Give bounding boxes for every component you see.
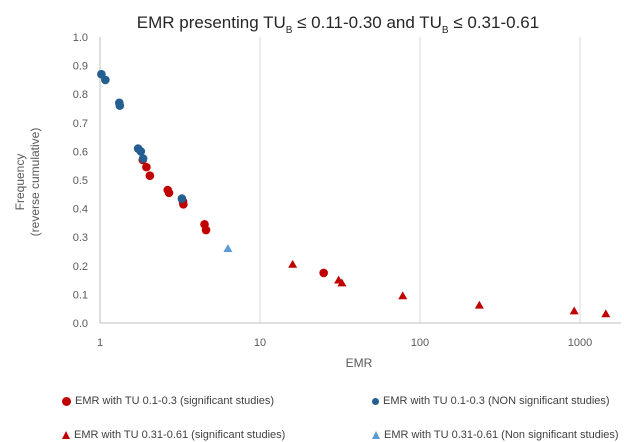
legend-item-red-circle: EMR with TU 0.1-0.3 (significant studies… — [62, 395, 274, 407]
legend-item-blue-triangle: EMR with TU 0.31-0.61 (Non significant s… — [372, 429, 624, 441]
legend-label: EMR with TU 0.31-0.61 (significant studi… — [74, 429, 286, 441]
x-tick-labels: 1 10 100 1000 — [97, 337, 592, 349]
series-2-point — [337, 278, 347, 287]
series-3-point — [223, 244, 233, 253]
x-axis-title: EMR — [346, 356, 373, 370]
legend-label: EMR with TU 0.31-0.61 (Non significant s… — [384, 429, 619, 441]
series-0-point — [142, 162, 151, 172]
x-tick-label: 1000 — [568, 337, 592, 349]
series-2-point — [569, 306, 579, 315]
legend-label: EMR with TU 0.1-0.3 (NON significant stu… — [383, 395, 610, 407]
y-tick-label: 0.6 — [73, 146, 88, 158]
y-tick-label: 0.2 — [73, 261, 88, 273]
x-tick-label: 1 — [97, 337, 103, 349]
x-tick-label: 10 — [254, 337, 266, 349]
gridlines — [259, 37, 581, 323]
series-1-point — [115, 101, 125, 110]
y-tick-label: 0.7 — [73, 118, 88, 130]
series-1-point — [101, 75, 110, 85]
chart-title: EMR presenting TUB ≤ 0.11-0.30 and TUB ≤… — [137, 13, 539, 36]
series-0-point — [164, 188, 174, 198]
legend-label: EMR with TU 0.1-0.3 (significant studies… — [75, 395, 275, 407]
legend-item-red-triangle: EMR with TU 0.31-0.61 (significant studi… — [62, 429, 285, 441]
series-2-point — [288, 259, 298, 268]
series-2-point — [474, 300, 484, 309]
series-0-point — [145, 171, 155, 181]
series-0-point — [201, 225, 211, 235]
series-2-point — [601, 309, 611, 318]
y-tick-label: 0.9 — [73, 61, 88, 73]
legend-item-blue-circle: EMR with TU 0.1-0.3 (NON significant stu… — [372, 395, 624, 407]
y-tick-label: 0.8 — [73, 89, 88, 101]
series-0-point — [319, 268, 328, 278]
axes — [99, 37, 621, 324]
series-1-point — [138, 154, 148, 163]
y-tick-labels: 0.0 0.1 0.2 0.3 0.4 0.5 0.6 0.7 0.8 0.9 1.0 — [73, 32, 88, 330]
y-tick-label: 0.5 — [73, 175, 88, 187]
legend-blue-triangle-marker — [372, 431, 380, 440]
series-1-point — [136, 147, 146, 156]
y-tick-label: 0.4 — [73, 204, 88, 216]
y-tick-label: 0.3 — [73, 232, 88, 244]
legend-red-circle-marker — [62, 396, 71, 406]
legend-blue-circle-marker — [372, 397, 379, 405]
series-2-point — [398, 291, 408, 300]
y-tick-label: 0.0 — [73, 318, 88, 330]
legend-red-triangle-marker — [62, 431, 70, 440]
y-tick-label: 1.0 — [73, 32, 88, 44]
series-1-point — [177, 194, 187, 203]
y-tick-label: 0.1 — [73, 289, 88, 301]
y-axis-title-line2: (reverse cumulative) — [28, 128, 42, 237]
data-points — [97, 69, 611, 318]
y-axis-title-line1: Frequency — [13, 154, 27, 211]
x-tick-label: 100 — [411, 337, 429, 349]
